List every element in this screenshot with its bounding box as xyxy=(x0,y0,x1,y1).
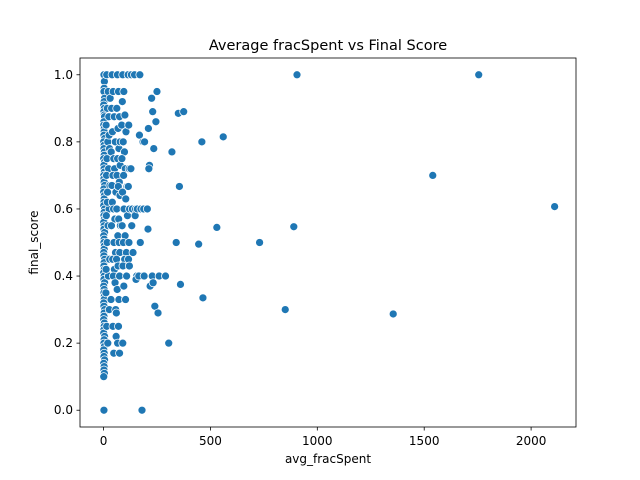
data-point xyxy=(135,70,145,80)
data-point xyxy=(119,281,129,291)
data-point xyxy=(120,110,130,120)
data-point xyxy=(142,204,152,214)
chart-title: Average fracSpent vs Final Score xyxy=(209,38,447,54)
data-point xyxy=(103,338,113,348)
x-axis-label: avg_fracSpent xyxy=(285,452,371,466)
data-point xyxy=(101,211,111,221)
data-point xyxy=(117,154,127,164)
points-layer xyxy=(99,70,559,415)
data-point xyxy=(161,271,170,281)
data-point xyxy=(106,295,116,304)
data-point xyxy=(388,309,398,319)
data-point xyxy=(280,305,290,314)
x-tick-label: 2000 xyxy=(516,434,547,448)
y-tick-label: 0.2 xyxy=(54,336,73,350)
data-point xyxy=(123,182,133,191)
x-axis-ticks: 0 500 1000 1500 2000 xyxy=(100,427,547,448)
data-point xyxy=(101,264,111,274)
data-point xyxy=(117,97,127,106)
data-point xyxy=(197,137,207,147)
y-tick-label: 0.8 xyxy=(54,135,73,149)
data-point xyxy=(99,405,109,415)
data-point xyxy=(148,107,158,117)
y-tick-label: 0.6 xyxy=(54,202,73,216)
data-point xyxy=(171,238,181,247)
data-point xyxy=(115,348,124,358)
data-point xyxy=(112,103,122,113)
axes-frame xyxy=(79,57,577,428)
data-point xyxy=(179,107,189,117)
data-point xyxy=(167,147,177,157)
data-point xyxy=(121,295,130,304)
data-point xyxy=(292,70,302,80)
data-point xyxy=(135,130,144,140)
data-point xyxy=(144,164,154,174)
data-point xyxy=(176,280,185,289)
data-point xyxy=(144,124,153,133)
x-tick-label: 0 xyxy=(100,434,108,448)
data-point xyxy=(127,221,137,231)
x-tick-label: 1000 xyxy=(302,434,333,448)
data-point xyxy=(107,221,116,231)
data-point xyxy=(119,171,128,180)
data-point xyxy=(194,239,204,249)
data-point xyxy=(111,308,121,318)
data-point xyxy=(149,144,159,153)
data-point xyxy=(118,137,128,147)
y-axis-ticks: 0.0 0.2 0.4 0.6 0.8 1.0 xyxy=(54,68,80,417)
data-point xyxy=(135,238,145,247)
data-point xyxy=(118,338,128,348)
data-point xyxy=(151,117,161,127)
data-point xyxy=(139,271,149,281)
data-point xyxy=(153,308,163,318)
data-point xyxy=(122,271,131,281)
data-point xyxy=(289,222,299,232)
data-point xyxy=(124,238,134,247)
data-point xyxy=(474,70,484,80)
data-point xyxy=(119,87,129,96)
data-point xyxy=(143,224,153,234)
data-point xyxy=(140,137,149,147)
data-point xyxy=(112,204,122,214)
data-point xyxy=(198,293,208,303)
data-point xyxy=(212,223,222,232)
x-tick-label: 1500 xyxy=(409,434,440,448)
data-point xyxy=(148,278,158,288)
data-point xyxy=(126,164,136,174)
y-tick-label: 0.0 xyxy=(54,403,73,417)
data-point xyxy=(125,261,134,271)
data-point xyxy=(255,238,264,247)
data-point xyxy=(428,171,438,180)
data-point xyxy=(152,87,162,96)
y-axis-label: final_score xyxy=(27,210,41,274)
data-point xyxy=(175,182,184,191)
data-point xyxy=(117,221,127,231)
data-point xyxy=(137,405,147,415)
data-point xyxy=(147,93,156,103)
data-point xyxy=(218,132,228,142)
data-point xyxy=(101,120,111,130)
data-point xyxy=(121,194,131,204)
data-point xyxy=(550,202,559,211)
x-tick-label: 500 xyxy=(199,434,222,448)
data-point xyxy=(128,248,138,257)
plot-area: 0 500 1000 1500 2000 0.0 0.2 0.4 0.6 0.8 1.0 xyxy=(54,57,577,448)
y-tick-label: 1.0 xyxy=(54,68,73,82)
data-point xyxy=(114,321,123,331)
data-point xyxy=(124,120,134,130)
data-point xyxy=(164,338,174,348)
y-tick-label: 0.4 xyxy=(54,269,73,283)
data-point xyxy=(101,288,111,298)
data-point xyxy=(99,372,109,382)
